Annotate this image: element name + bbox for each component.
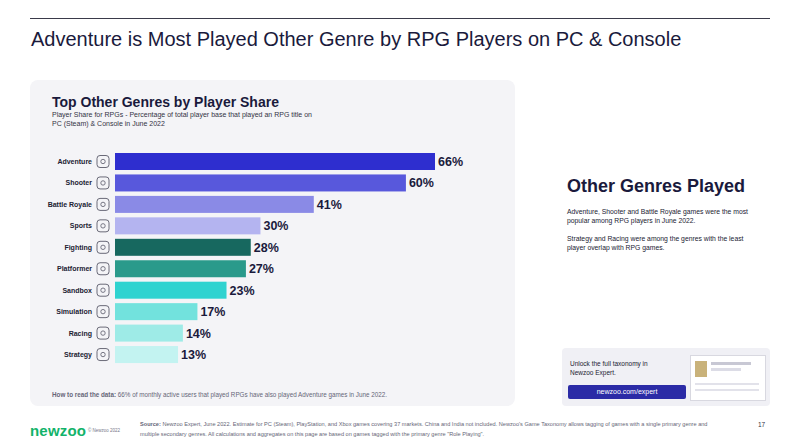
side-paragraph: Strategy and Racing were among the genre… [567,234,763,252]
data-label: 14% [186,327,211,341]
chart-note: How to read the data: 66% of monthly act… [52,391,387,398]
source-text: Newzoo Expert, June 2022. Estimate for P… [140,421,707,437]
bar [115,346,178,363]
thumb-line [711,362,751,365]
page: Adventure is Most Played Other Genre by … [0,0,800,448]
bar [115,325,183,342]
category-label: Strategy [64,351,92,359]
category-label: Battle Royale [48,201,92,209]
promo-thumbnail [690,355,766,401]
data-label: 17% [200,305,225,319]
chart-subtitle: Player Share for RPGs - Percentage of to… [52,111,314,128]
category-label: Racing [69,330,92,338]
data-label: 13% [181,348,206,362]
data-label: 60% [409,176,434,190]
data-label: 28% [254,241,279,255]
bar [115,239,251,256]
thumb-line [695,383,759,385]
bar [115,282,227,299]
promo-box: Unlock the full taxonomy in Newzoo Exper… [562,348,770,406]
genre-icon [97,177,109,189]
genre-icon [97,306,109,318]
note-label: How to read the data: [52,391,116,398]
source-label: Source: [140,421,161,427]
labels: Adventure 66% Shooter 60% Battle Royale 41% Sp… [48,155,463,362]
category-label: Platformer [57,265,92,272]
bar [115,260,246,277]
chart-title: Top Other Genres by Player Share [52,94,279,110]
category-label: Simulation [56,308,92,315]
genre-icon [97,349,109,361]
category-label: Sandbox [62,287,92,294]
page-title: Adventure is Most Played Other Genre by … [31,28,681,51]
bar [115,196,314,213]
genre-icon [97,220,109,232]
genre-icon [97,156,109,168]
logo: newzoo [30,422,86,439]
category-label: Sports [70,222,92,230]
thumb-line [711,368,741,371]
page-number: 17 [758,421,765,428]
top-rule [30,18,770,19]
side-heading: Other Genres Played [567,176,745,197]
promo-button[interactable]: newzoo.com/expert [568,385,686,399]
data-label: 23% [230,284,255,298]
note-text: 66% of monthly active users that played … [118,391,387,398]
bar [115,153,435,170]
category-label: Shooter [66,179,93,186]
category-label: Adventure [57,158,92,165]
side-paragraph: Adventure, Shooter and Battle Royale gam… [567,207,763,225]
data-label: 41% [317,198,342,212]
data-label: 27% [249,262,274,276]
bar [115,217,260,234]
promo-text: Unlock the full taxonomy in Newzoo Exper… [570,360,670,377]
side-text: Adventure, Shooter and Battle Royale gam… [567,207,763,261]
bar [115,174,406,191]
genre-icon [97,198,109,210]
copyright: © Newzoo 2022 [88,428,120,433]
genre-icon [97,284,109,296]
genre-icon [97,241,109,253]
source: Source: Newzoo Expert, June 2022. Estima… [140,419,720,439]
bars [115,153,435,363]
genre-icon [97,263,109,275]
thumb-line [695,389,759,391]
thumb-image [695,361,707,377]
data-label: 30% [263,219,288,233]
data-label: 66% [438,155,463,169]
genre-icon [97,327,109,339]
bar [115,303,197,320]
category-label: Fighting [64,244,92,252]
